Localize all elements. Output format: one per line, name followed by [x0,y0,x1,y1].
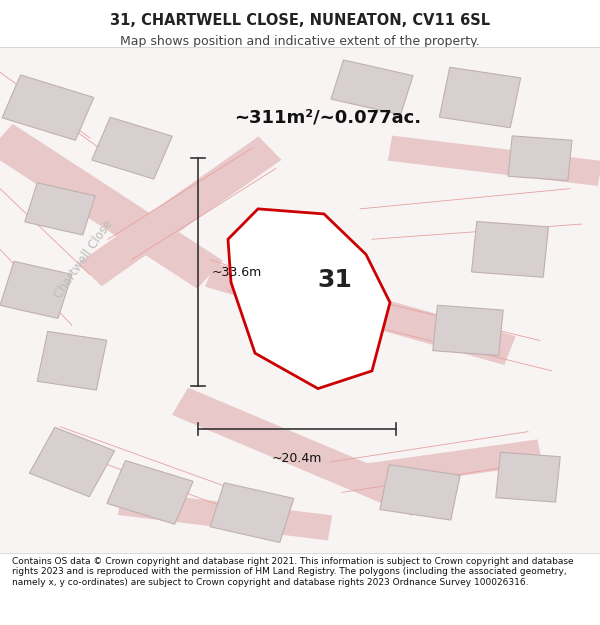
Polygon shape [0,124,223,289]
Text: ~20.4m: ~20.4m [272,452,322,465]
Text: ~33.6m: ~33.6m [211,266,262,279]
Polygon shape [358,439,542,489]
Polygon shape [496,452,560,502]
Text: Chartwell Close: Chartwell Close [52,218,116,301]
Text: 31: 31 [317,268,352,292]
Polygon shape [228,209,390,389]
Polygon shape [331,60,413,115]
Polygon shape [205,262,335,322]
Polygon shape [210,482,294,542]
Text: Map shows position and indicative extent of the property.: Map shows position and indicative extent… [120,35,480,48]
Polygon shape [29,428,115,497]
Polygon shape [433,305,503,356]
Polygon shape [37,331,107,390]
Polygon shape [92,118,172,179]
Polygon shape [118,490,332,541]
Text: Contains OS data © Crown copyright and database right 2021. This information is : Contains OS data © Crown copyright and d… [12,557,574,586]
Polygon shape [2,75,94,140]
Polygon shape [325,286,515,365]
Polygon shape [388,136,600,186]
Polygon shape [25,182,95,235]
Polygon shape [107,461,193,524]
Polygon shape [0,261,72,318]
Polygon shape [79,136,281,286]
Text: 31, CHARTWELL CLOSE, NUNEATON, CV11 6SL: 31, CHARTWELL CLOSE, NUNEATON, CV11 6SL [110,13,490,28]
Polygon shape [508,136,572,181]
Text: ~311m²/~0.077ac.: ~311m²/~0.077ac. [234,109,421,127]
Polygon shape [380,464,460,520]
Polygon shape [172,388,428,516]
Polygon shape [439,68,521,128]
Polygon shape [472,221,548,278]
